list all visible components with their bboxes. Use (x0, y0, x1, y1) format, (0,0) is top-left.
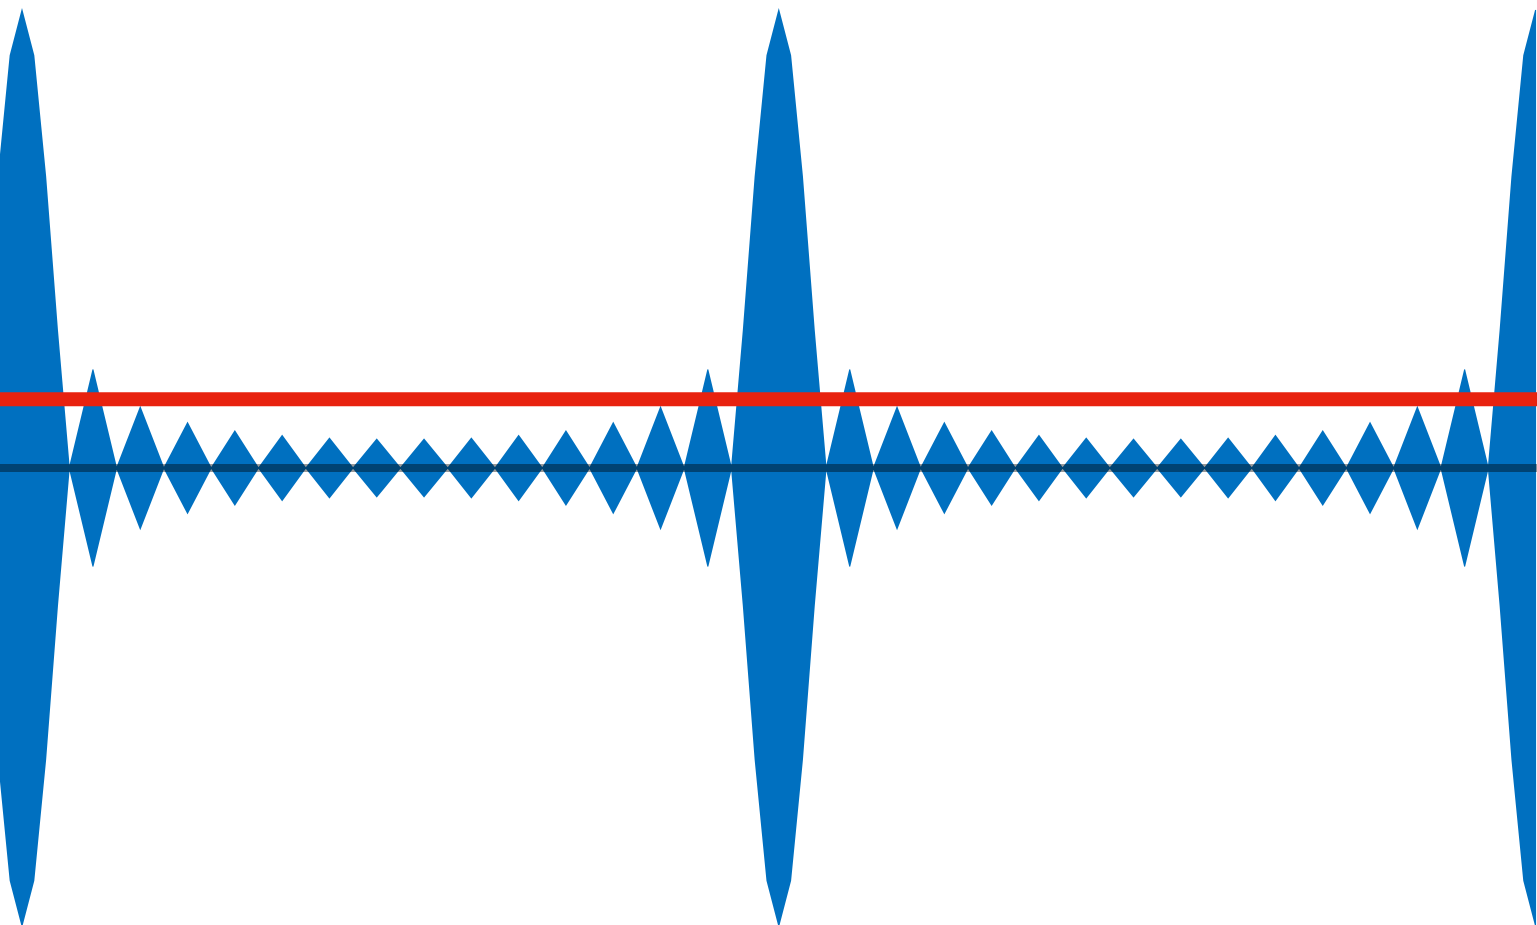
signal-envelope-lower (0, 466, 1537, 925)
signal-envelope-upper (0, 8, 1537, 470)
